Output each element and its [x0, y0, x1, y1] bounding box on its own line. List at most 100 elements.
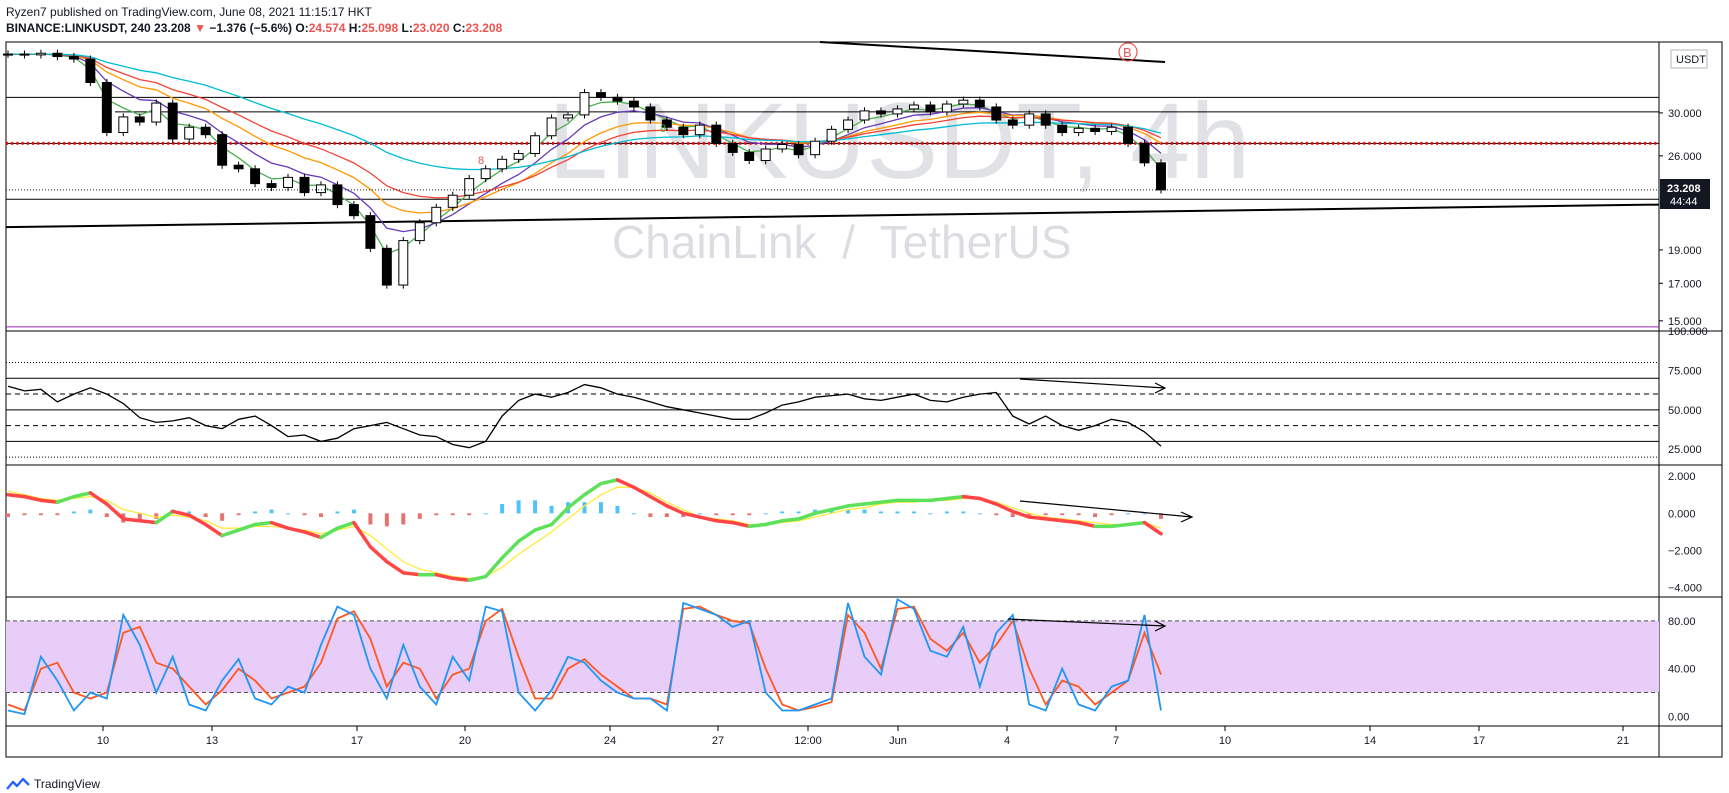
macd-histogram-bar [104, 513, 109, 518]
candle-body [777, 144, 788, 150]
macd-histogram-bar [994, 513, 999, 516]
candle-body [513, 153, 524, 160]
candle-body [283, 176, 293, 188]
last-price-badge [1660, 179, 1710, 209]
macd-tick-label: 0.000 [1668, 508, 1696, 520]
candle-body [497, 158, 508, 170]
publisher-line: Ryzen7 published on TradingView.com, Jun… [6, 5, 372, 19]
candle-body [167, 102, 178, 140]
candle-body [530, 135, 541, 155]
candle-body [348, 204, 359, 217]
macd-line-segment [928, 496, 949, 503]
currency-box[interactable] [1670, 49, 1708, 69]
candle-body [431, 206, 442, 224]
symbol-ohlc-line: BINANCE:LINKUSDT, 240 23.208 ▼ −1.376 (−… [6, 21, 502, 35]
sequential-count-red: 8 [478, 155, 484, 167]
stoch-k-line [7, 598, 1162, 716]
candle-body [365, 215, 376, 249]
macd-histogram-bar [780, 511, 785, 514]
candle [1090, 124, 1101, 136]
candle [480, 165, 491, 183]
macd-line-segment [1060, 519, 1081, 525]
macd-line-segment [813, 507, 834, 516]
candle-body [661, 119, 672, 128]
macd-histogram-bar [1076, 513, 1081, 516]
candle [925, 101, 936, 116]
stoch-pane[interactable] [6, 598, 1659, 716]
symbol-name[interactable]: BINANCE:LINKUSDT, 240 [6, 21, 151, 35]
candle-body [1040, 113, 1051, 126]
macd-line-segment [1011, 509, 1031, 519]
time-tick-label: 14 [1364, 735, 1376, 747]
tradingview-logo-icon [6, 777, 30, 790]
macd-line-segment [105, 502, 126, 521]
macd-histogram-bar [203, 513, 208, 518]
price-tick-label: 19.000 [1668, 245, 1702, 257]
moving-average-line [8, 53, 1162, 171]
macd-histogram-bar [1109, 513, 1114, 516]
macd-line-segment [632, 485, 653, 499]
macd-histogram-bar [417, 513, 422, 519]
macd-line-segment [681, 511, 702, 519]
moving-average-line [7, 53, 1162, 214]
tradingview-footer[interactable]: TradingView [6, 777, 100, 791]
candle-body [3, 53, 13, 56]
tradingview-brand: TradingView [34, 777, 101, 791]
macd-histogram-bar [928, 513, 933, 515]
macd-histogram-bar [598, 502, 603, 514]
down-arrow-icon: ▼ [194, 21, 206, 35]
rsi-pane[interactable] [6, 362, 1659, 458]
candle [250, 165, 261, 188]
macd-line-segment [994, 502, 1015, 514]
candle [777, 140, 788, 153]
price-pane[interactable] [3, 41, 1660, 328]
candle [1156, 159, 1166, 194]
divergence-arrow [1019, 500, 1194, 523]
candle [546, 114, 557, 140]
macd-histogram-bar [862, 509, 867, 514]
candle [184, 123, 195, 143]
macd-histogram-bar [631, 513, 636, 515]
candle-body [843, 119, 854, 130]
macd-histogram-bar [516, 500, 521, 514]
time-tick-label: 24 [604, 735, 616, 747]
macd-histogram-bar [335, 511, 340, 514]
candle-body [35, 52, 46, 56]
candle [1040, 110, 1051, 129]
time-tick-label: 4 [1004, 735, 1010, 747]
close-value: 23.208 [465, 21, 503, 35]
signal-b-label: B [1123, 45, 1132, 60]
candle-body [892, 108, 903, 115]
candle [3, 50, 13, 58]
candle [1057, 121, 1068, 137]
candle [332, 181, 343, 209]
time-tick-label: 13 [206, 735, 218, 747]
candle [68, 52, 79, 63]
candle [134, 113, 145, 126]
candle [217, 131, 228, 169]
macd-histogram-bar [137, 513, 142, 521]
macd-line-segment [599, 478, 620, 486]
macd-line-segment [796, 511, 817, 521]
macd-pane[interactable] [6, 478, 1194, 583]
candle-body [1007, 119, 1018, 126]
candle-body [266, 183, 277, 188]
candle [991, 103, 1002, 124]
macd-histogram-bar [88, 509, 93, 514]
time-axis[interactable]: 10 13 17 20 24 27 12:00 Jun 4 7 10 14 17 21 [97, 726, 1629, 747]
macd-histogram-bar [1060, 513, 1065, 516]
candle [661, 116, 672, 131]
macd-histogram-bar [154, 513, 159, 519]
macd-line-segment [1109, 522, 1130, 529]
candle-body [250, 168, 261, 185]
candle-body [694, 124, 705, 136]
macd-histogram-bar [846, 509, 851, 514]
signal-b-circle-icon [1118, 42, 1138, 62]
candle [497, 155, 508, 173]
candle [85, 55, 96, 87]
macd-line-segment [582, 481, 603, 497]
stoch-d-line [7, 605, 1162, 712]
macd-histogram-bar [467, 513, 472, 516]
